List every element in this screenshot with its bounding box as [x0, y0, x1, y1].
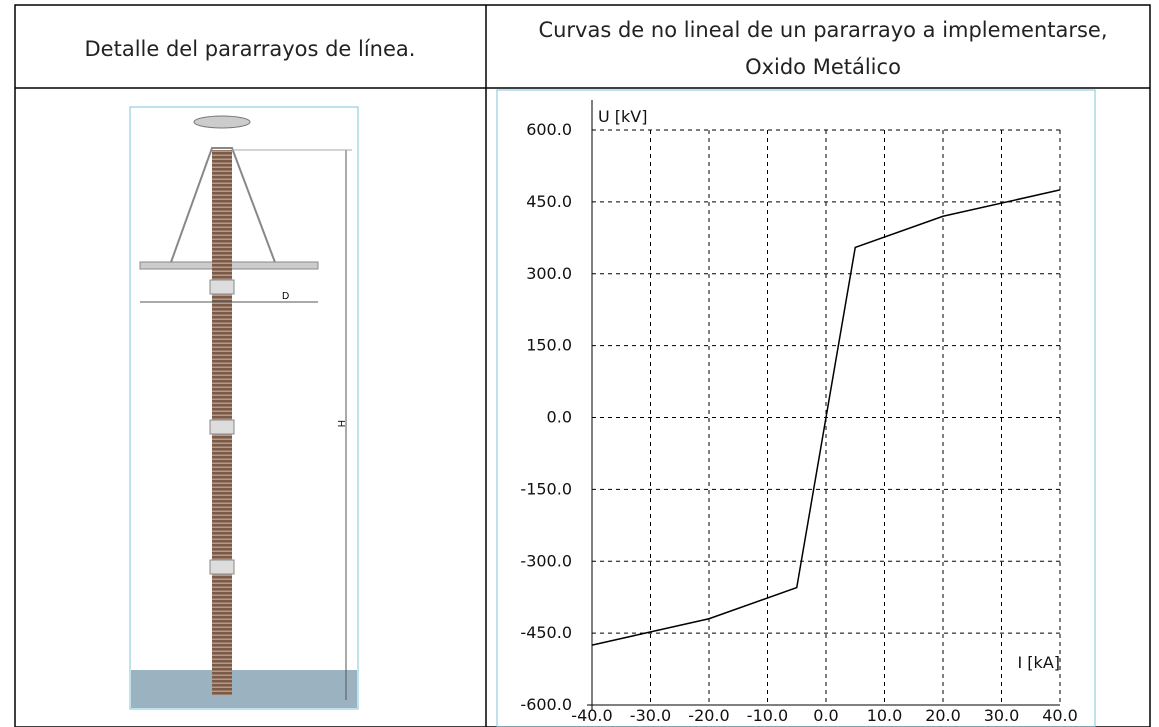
table-frame	[14, 4, 1151, 727]
y-tick-label: -600.0	[520, 695, 572, 714]
y-tick-label: -450.0	[520, 623, 572, 642]
x-tick-label: -20.0	[688, 706, 729, 725]
x-tick-label: -40.0	[571, 706, 612, 725]
data-line	[591, 189, 1061, 646]
x-tick-label: 40.0	[1042, 706, 1078, 725]
y-tick-label: -150.0	[520, 479, 572, 498]
x-tick-label: 20.0	[925, 706, 961, 725]
x-tick-label: 30.0	[984, 706, 1020, 725]
x-tick-label: 10.0	[867, 706, 903, 725]
x-tick-label: -30.0	[630, 706, 671, 725]
y-tick-label: -300.0	[520, 551, 572, 570]
header-cell: Detalle del pararrayos de línea.	[85, 37, 416, 61]
x-tick-label: 0.0	[813, 706, 838, 725]
header-cell: Curvas de no lineal de un pararrayo a im…	[538, 18, 1107, 42]
y-tick-label: 150.0	[526, 336, 572, 355]
dimension-label: H	[335, 420, 346, 427]
y-tick-label: 450.0	[526, 192, 572, 211]
y-tick-label: 300.0	[526, 264, 572, 283]
arrester-drawing: D H	[129, 106, 359, 710]
x-tick-label: -10.0	[747, 706, 788, 725]
y-tick-label: 0.0	[547, 408, 572, 427]
dimension-label: D	[282, 291, 289, 302]
chart-frame	[496, 89, 1096, 727]
header-cell: Oxido Metálico	[745, 55, 901, 79]
x-axis-label: I [kA]	[1018, 653, 1061, 672]
y-axis-label: U [kV]	[598, 107, 648, 126]
chart: -600.0 -450.0 -300.0 -150.0 0.0 150.0 300.0 450…	[520, 100, 1078, 725]
y-tick-label: 600.0	[526, 120, 572, 139]
